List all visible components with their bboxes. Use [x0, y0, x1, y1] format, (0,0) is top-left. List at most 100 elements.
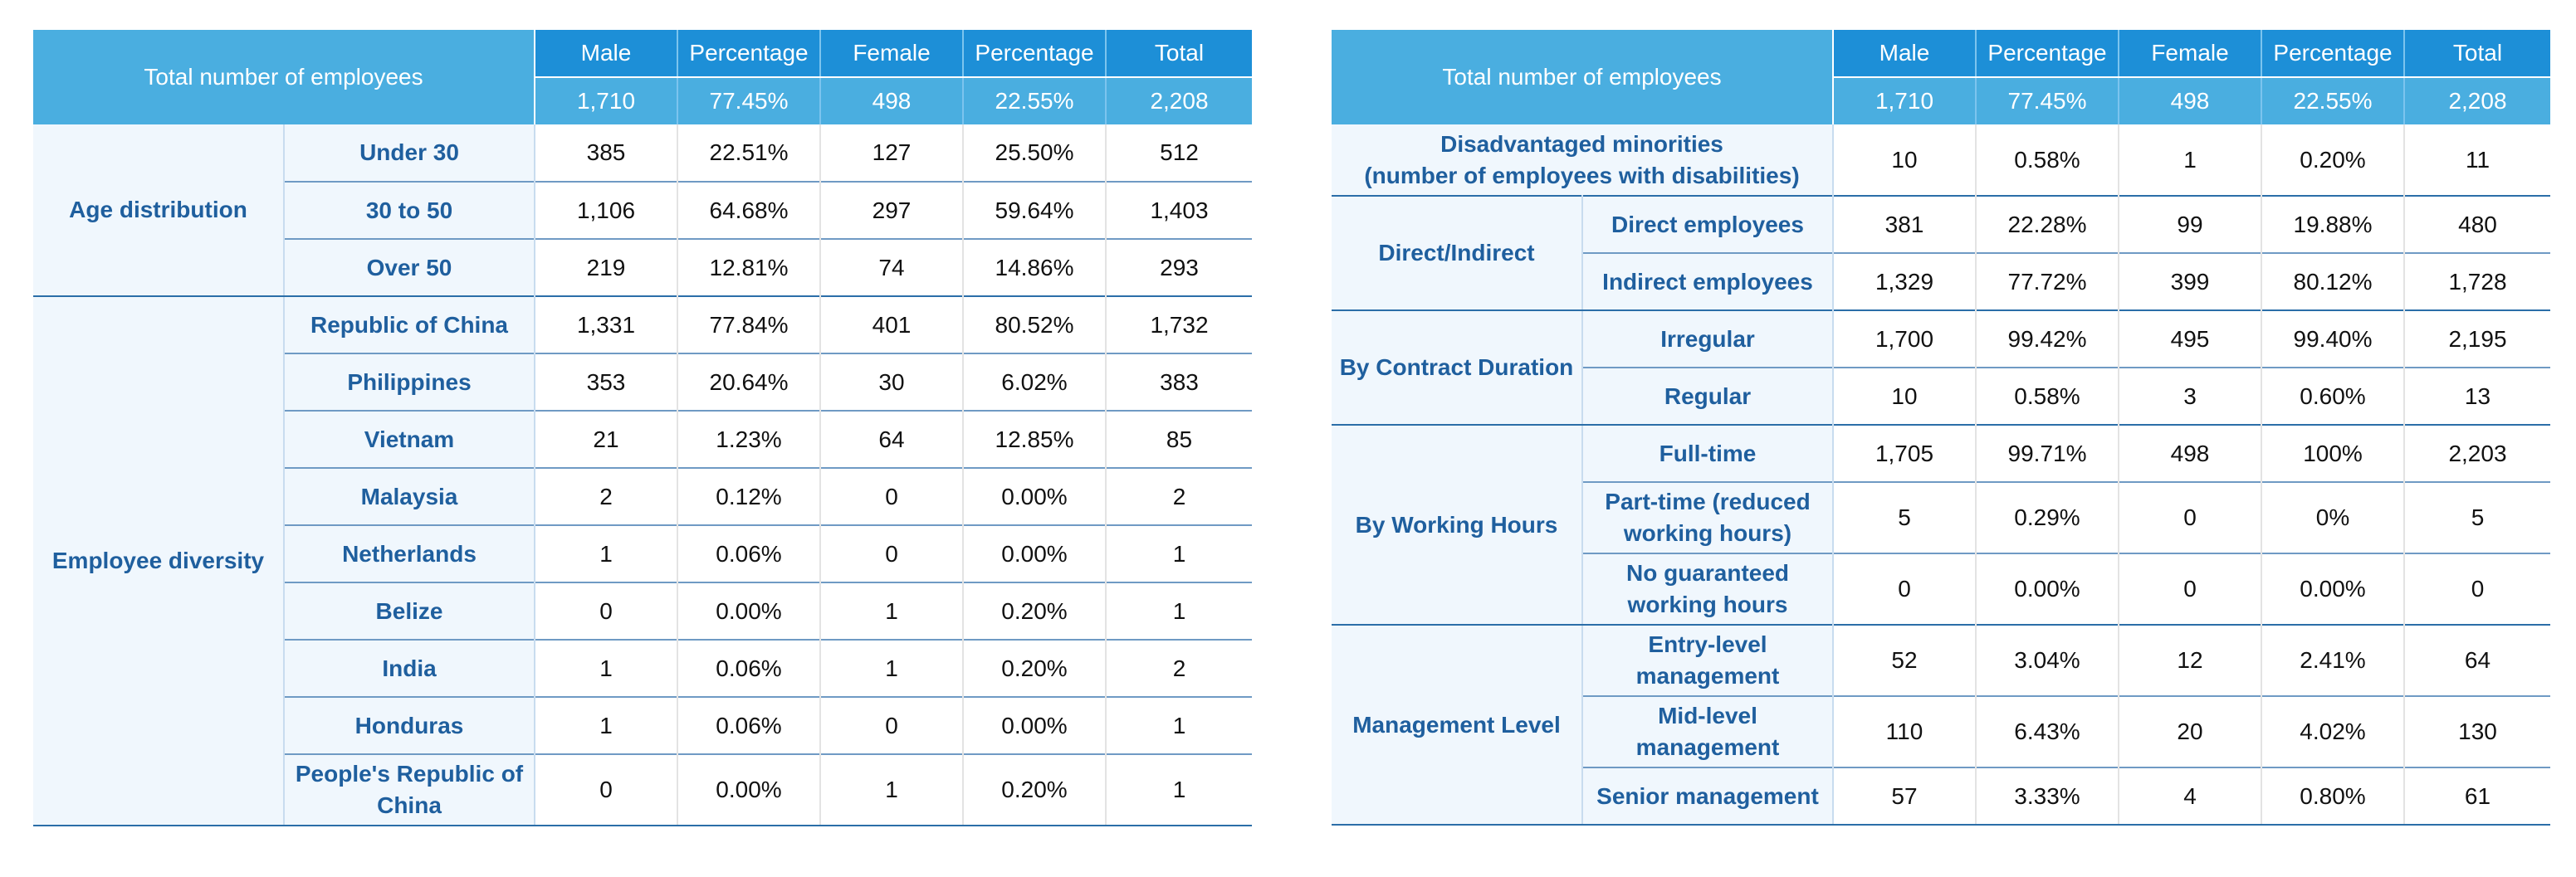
- row-label: India: [284, 639, 535, 697]
- cell-male-percentage: 99.42%: [1976, 309, 2119, 368]
- cell-female: 498: [2119, 424, 2262, 482]
- cell-male-percentage: 22.51%: [677, 124, 821, 182]
- category-label: Direct/Indirect: [1332, 195, 1583, 311]
- row-label: Direct employees: [1582, 195, 1834, 253]
- cell-female-percentage: 4.02%: [2261, 695, 2405, 767]
- table-row: By Working Hours Full-time 1,705 99.71% 498 1…: [1332, 424, 2550, 626]
- cell-male-percentage: 0.00%: [677, 753, 821, 826]
- row-label: Netherlands: [284, 524, 535, 582]
- cell-male-percentage: 0.06%: [677, 524, 821, 582]
- table-row: Netherlands 1 0.06% 0 0.00% 1: [33, 524, 1252, 582]
- cell-total: 2: [1106, 639, 1252, 697]
- cell-male: 21: [535, 410, 678, 468]
- table-row: Part-time (reduced working hours) 5 0.29% 0…: [1332, 481, 2550, 553]
- total-male: 1,710: [535, 77, 678, 124]
- row-label: Entry-level management: [1582, 624, 1834, 696]
- cell-female: 1: [820, 582, 964, 640]
- left-table-body: Age distribution Under 30 385 22.51% 127 25.5…: [33, 124, 1252, 826]
- row-label: Irregular: [1582, 309, 1834, 368]
- column-header-total: Total: [2404, 30, 2550, 78]
- cell-female-percentage: 80.12%: [2261, 252, 2405, 310]
- cell-female-percentage: 99.40%: [2261, 309, 2405, 368]
- cell-male-percentage: 12.81%: [677, 238, 821, 296]
- total-female: 498: [820, 77, 964, 124]
- cell-male-percentage: 3.33%: [1976, 767, 2119, 826]
- cell-female: 1: [820, 639, 964, 697]
- cell-female: 4: [2119, 767, 2262, 826]
- table-row: 30 to 50 1,106 64.68% 297 59.64% 1,403: [33, 181, 1252, 239]
- table-row-disadvantaged-minorities: Disadvantaged minorities (number of empl…: [1332, 124, 2550, 196]
- category-label: By Contract Duration: [1332, 309, 1583, 426]
- cell-total: 512: [1106, 124, 1252, 182]
- cell-female: 401: [820, 295, 964, 353]
- cell-female-percentage: 6.02%: [963, 353, 1107, 411]
- cell-female-percentage: 80.52%: [963, 295, 1107, 353]
- table-row: Malaysia 2 0.12% 0 0.00% 2: [33, 467, 1252, 525]
- cell-total: 13: [2404, 367, 2550, 425]
- cell-total: 1: [1106, 524, 1252, 582]
- cell-female: 399: [2119, 252, 2262, 310]
- cell-male: 1: [535, 696, 678, 754]
- cell-male-percentage: 77.72%: [1976, 252, 2119, 310]
- cell-male: 57: [1833, 767, 1977, 826]
- cell-male: 0: [535, 753, 678, 826]
- row-label: Regular: [1582, 367, 1834, 425]
- row-label: Senior management: [1582, 767, 1834, 826]
- cell-female-percentage: 0.00%: [963, 524, 1107, 582]
- cell-female: 99: [2119, 195, 2262, 253]
- cell-total: 383: [1106, 353, 1252, 411]
- row-label: Mid-level management: [1582, 695, 1834, 767]
- cell-female-percentage: 19.88%: [2261, 195, 2405, 253]
- cell-male: 52: [1833, 624, 1977, 696]
- column-header-female-percentage: Percentage: [963, 30, 1107, 78]
- cell-female: 12: [2119, 624, 2262, 696]
- row-label: No guaranteed working hours: [1582, 553, 1834, 625]
- table-row: Belize 0 0.00% 1 0.20% 1: [33, 582, 1252, 640]
- header-title: Total number of employees: [33, 30, 535, 124]
- row-label: Philippines: [284, 353, 535, 411]
- cell-male: 385: [535, 124, 678, 182]
- cell-male-percentage: 64.68%: [677, 181, 821, 239]
- cell-female: 74: [820, 238, 964, 296]
- cell-male: 0: [1833, 553, 1977, 625]
- cell-total: 1: [1106, 753, 1252, 826]
- cell-female-percentage: 0.20%: [963, 753, 1107, 826]
- cell-male: 5: [1833, 481, 1977, 553]
- table-row: Regular 10 0.58% 3 0.60% 13: [1332, 367, 2550, 425]
- cell-female-percentage: 59.64%: [963, 181, 1107, 239]
- total-male: 1,710: [1833, 77, 1977, 124]
- cell-female: 20: [2119, 695, 2262, 767]
- table-row: Age distribution Under 30 385 22.51% 127 25.5…: [33, 124, 1252, 297]
- cell-male: 10: [1833, 124, 1977, 196]
- column-header-female: Female: [2119, 30, 2262, 78]
- row-label: Vietnam: [284, 410, 535, 468]
- cell-male: 381: [1833, 195, 1977, 253]
- column-header-female: Female: [820, 30, 964, 78]
- cell-male: 110: [1833, 695, 1977, 767]
- cell-total: 5: [2404, 481, 2550, 553]
- cell-female: 64: [820, 410, 964, 468]
- cell-total: 130: [2404, 695, 2550, 767]
- total-female-percentage: 22.55%: [2261, 77, 2405, 124]
- category-label: Employee diversity: [33, 295, 285, 826]
- cell-male-percentage: 6.43%: [1976, 695, 2119, 767]
- table-row: Honduras 1 0.06% 0 0.00% 1: [33, 696, 1252, 754]
- row-label: Over 50: [284, 238, 535, 296]
- cell-total: 64: [2404, 624, 2550, 696]
- cell-female: 30: [820, 353, 964, 411]
- column-header-male-percentage: Percentage: [677, 30, 821, 78]
- column-header-male: Male: [1833, 30, 1977, 78]
- row-label: Part-time (reduced working hours): [1582, 481, 1834, 553]
- column-header-male-percentage: Percentage: [1976, 30, 2119, 78]
- cell-female-percentage: 0.20%: [2261, 124, 2405, 196]
- row-label: Under 30: [284, 124, 535, 182]
- table-row: Indirect employees 1,329 77.72% 399 80.12% 1,…: [1332, 252, 2550, 310]
- cell-female: 495: [2119, 309, 2262, 368]
- cell-female: 0: [820, 467, 964, 525]
- cell-male-percentage: 0.00%: [677, 582, 821, 640]
- cell-female-percentage: 0.80%: [2261, 767, 2405, 826]
- cell-male-percentage: 0.00%: [1976, 553, 2119, 625]
- row-label-disadvantaged-minorities: Disadvantaged minorities (number of empl…: [1332, 124, 1834, 196]
- table-row: Management Level Entry-level management 52…: [1332, 624, 2550, 826]
- cell-female-percentage: 0.00%: [2261, 553, 2405, 625]
